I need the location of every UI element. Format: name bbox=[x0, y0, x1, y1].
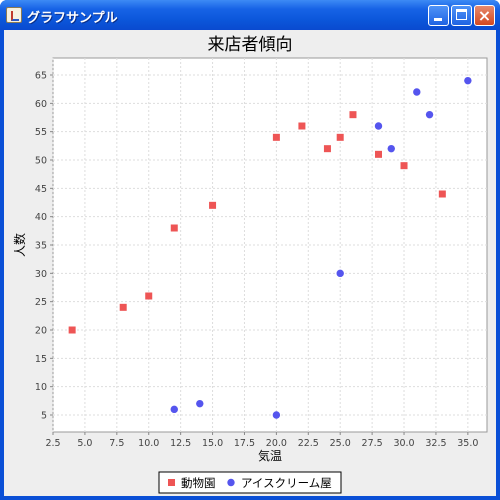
icecream-data-point bbox=[425, 110, 434, 119]
x-axis-ticks: 2.5 5.0 7.5 10.0 12.5 15.0 17.5 20.0 22.5 25.0 27.… bbox=[45, 432, 478, 449]
x-tick-label: 15.0 bbox=[202, 438, 223, 449]
zoo-data-point bbox=[298, 122, 306, 130]
y-tick-label: 55 bbox=[35, 127, 47, 138]
data-points bbox=[68, 76, 472, 419]
zoo-data-point bbox=[272, 133, 280, 141]
zoo-data-point bbox=[145, 292, 153, 300]
zoo-data-point bbox=[323, 145, 331, 153]
y-tick-label: 35 bbox=[35, 241, 47, 252]
chart-title: 来店者傾向 bbox=[208, 35, 293, 55]
x-tick-label: 30.0 bbox=[393, 438, 414, 449]
zoo-data-point bbox=[336, 133, 344, 141]
icecream-data-point bbox=[272, 411, 281, 419]
y-tick-label: 50 bbox=[35, 156, 47, 167]
title-bar[interactable]: グラフサンプル × bbox=[0, 0, 500, 30]
icecream-data-point bbox=[413, 88, 421, 96]
zoo-data-point bbox=[400, 162, 408, 170]
zoo-data-point bbox=[209, 201, 217, 209]
x-tick-label: 10.0 bbox=[138, 438, 159, 449]
y-axis-label: 人数 bbox=[12, 233, 27, 257]
y-axis-ticks: 5 10 15 20 25 30 35 40 45 50 55 60 65 bbox=[35, 71, 53, 422]
icecream-data-point bbox=[196, 399, 204, 408]
y-tick-label: 15 bbox=[35, 354, 47, 365]
maximize-icon bbox=[456, 9, 467, 20]
x-tick-label: 7.5 bbox=[109, 438, 124, 449]
y-tick-label: 45 bbox=[35, 184, 47, 195]
minimize-icon bbox=[434, 18, 442, 21]
java-app-icon[interactable] bbox=[6, 7, 22, 23]
x-tick-label: 25.0 bbox=[330, 438, 351, 449]
y-tick-label: 30 bbox=[35, 269, 47, 280]
scatter-chart: 来店者傾向 2.5 5.0 7.5 10.0 12.5 15.0 17.5 20.0 22.5 2… bbox=[12, 35, 488, 494]
x-axis-label: 気温 bbox=[258, 448, 282, 463]
y-tick-label: 65 bbox=[35, 71, 47, 82]
zoo-data-point bbox=[349, 111, 357, 119]
zoo-data-point bbox=[375, 150, 382, 158]
icecream-data-point bbox=[374, 122, 383, 130]
window-title: グラフサンプル bbox=[27, 11, 118, 26]
legend: 動物園 アイスクリーム屋 bbox=[158, 471, 342, 494]
x-tick-label: 12.5 bbox=[170, 438, 191, 449]
icecream-data-point bbox=[387, 144, 395, 153]
legend-icecream-marker bbox=[227, 478, 235, 487]
y-tick-label: 40 bbox=[35, 212, 47, 223]
y-tick-label: 5 bbox=[41, 411, 47, 422]
legend-icecream-label: アイスクリーム屋 bbox=[241, 476, 332, 490]
chart-panel: 来店者傾向 2.5 5.0 7.5 10.0 12.5 15.0 17.5 20.0 22.5 2… bbox=[4, 30, 496, 496]
icecream-data-point bbox=[464, 76, 472, 85]
x-tick-label: 35.0 bbox=[457, 438, 478, 449]
legend-zoo-label: 動物園 bbox=[181, 476, 216, 490]
zoo-data-point bbox=[438, 190, 446, 198]
close-icon: × bbox=[477, 6, 492, 25]
x-tick-label: 5.0 bbox=[77, 438, 92, 449]
zoo-data-point bbox=[119, 303, 127, 311]
minimize-button[interactable] bbox=[428, 5, 449, 26]
zoo-data-point bbox=[170, 224, 178, 232]
icecream-data-point bbox=[336, 269, 344, 278]
maximize-button[interactable] bbox=[451, 5, 472, 26]
x-tick-label: 32.5 bbox=[425, 438, 446, 449]
y-tick-label: 25 bbox=[35, 297, 47, 308]
y-tick-label: 20 bbox=[35, 326, 47, 337]
x-tick-label: 17.5 bbox=[234, 438, 255, 449]
icecream-data-point bbox=[170, 405, 178, 414]
x-tick-label: 27.5 bbox=[362, 438, 383, 449]
zoo-data-point bbox=[68, 326, 76, 334]
legend-zoo-marker bbox=[168, 479, 175, 486]
x-tick-label: 2.5 bbox=[45, 438, 60, 449]
legend-box bbox=[158, 471, 342, 494]
x-tick-label: 22.5 bbox=[298, 438, 319, 449]
grid-lines bbox=[52, 58, 487, 432]
x-tick-label: 20.0 bbox=[266, 438, 287, 449]
close-button[interactable]: × bbox=[474, 5, 495, 26]
y-tick-label: 60 bbox=[35, 99, 47, 110]
y-tick-label: 10 bbox=[35, 382, 47, 393]
